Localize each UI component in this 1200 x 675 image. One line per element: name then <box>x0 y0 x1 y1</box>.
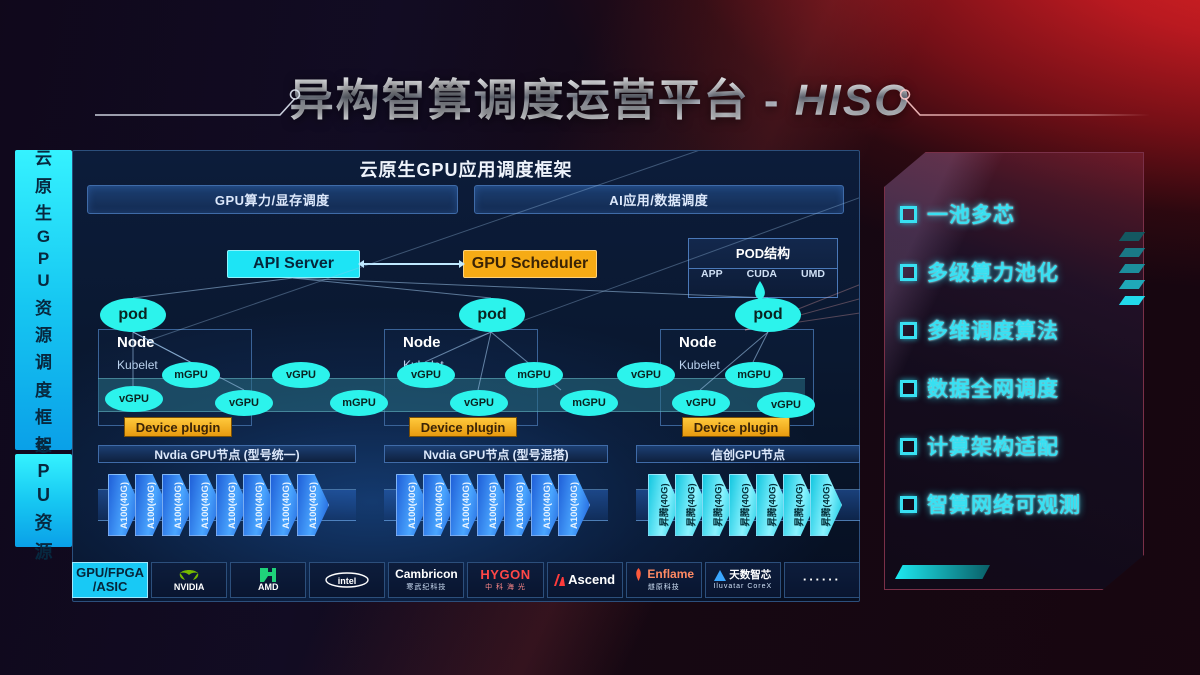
svg-text:intel: intel <box>338 576 357 586</box>
